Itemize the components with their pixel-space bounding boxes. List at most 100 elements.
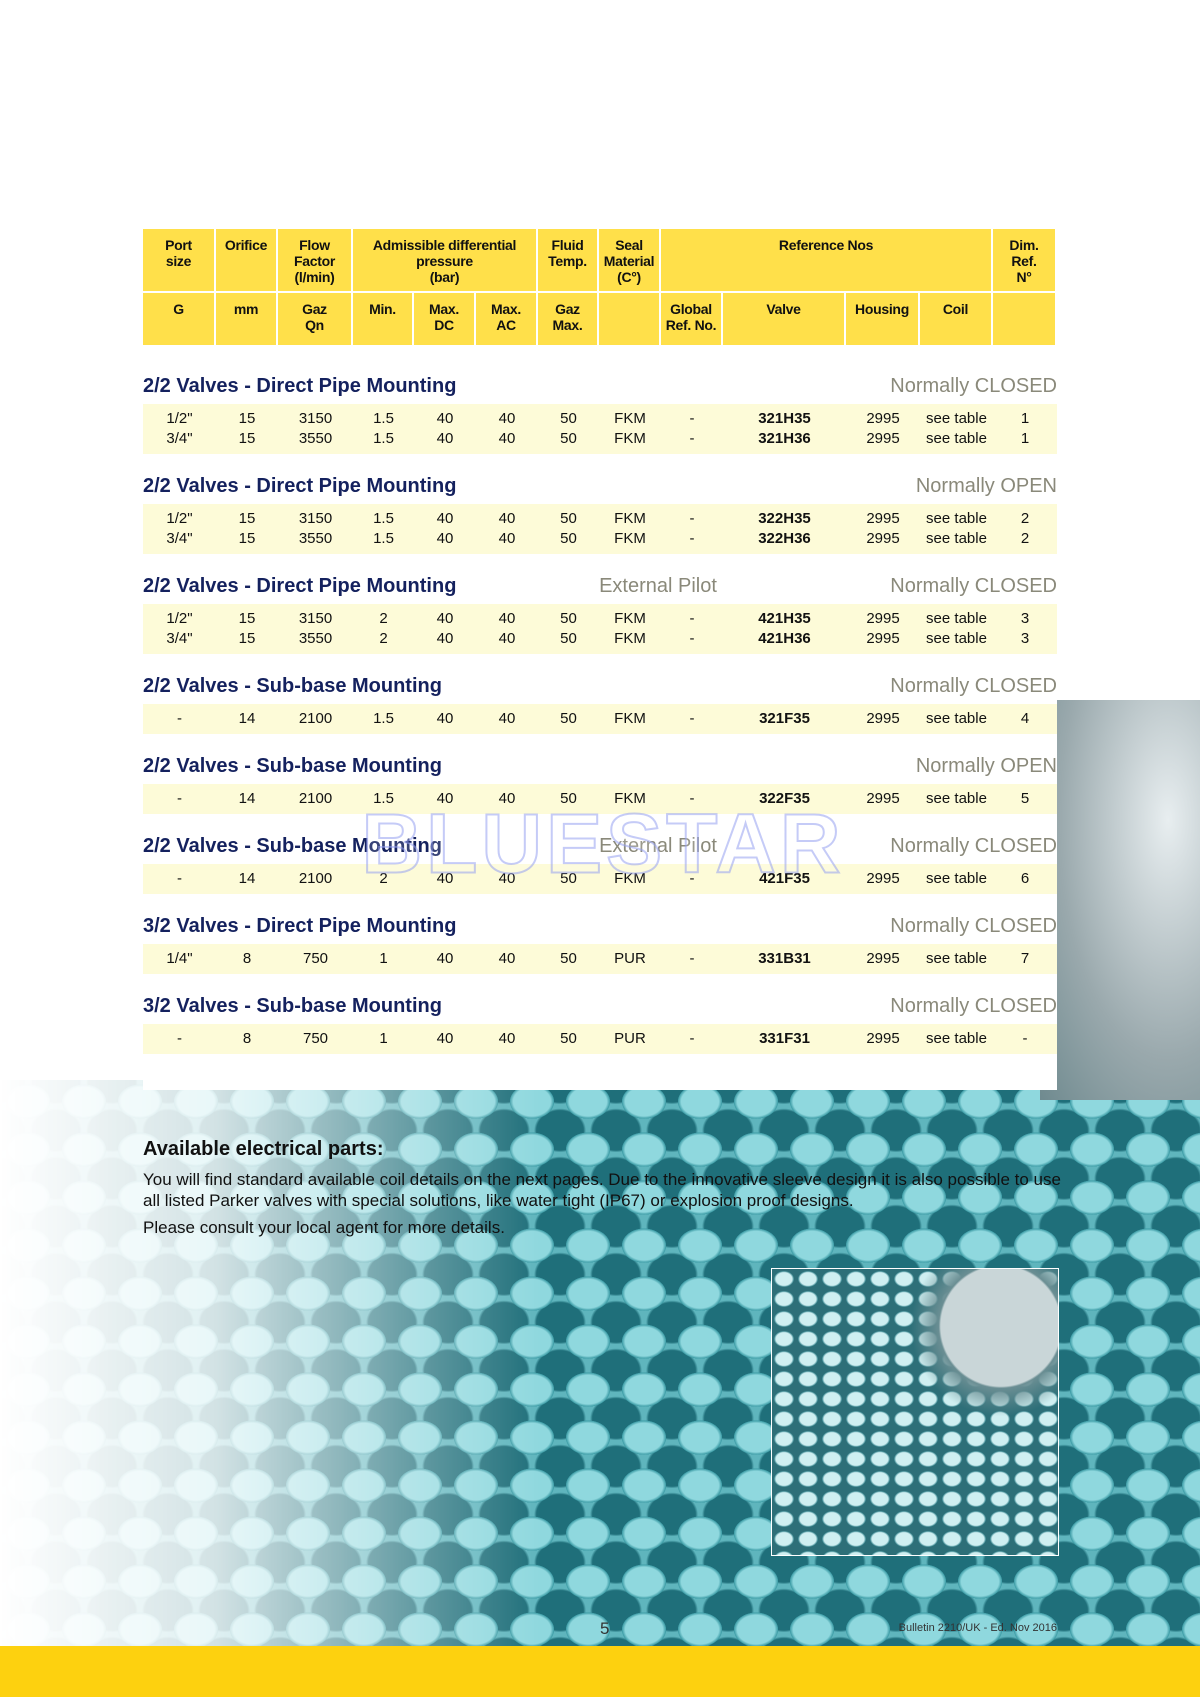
cell: 40 (498, 710, 516, 727)
cell: - (689, 530, 695, 547)
row-band: 1/4" 8 750 1 40 40 50 PUR - 331B31 2995 see table 7 (143, 944, 1057, 974)
cell: see table (926, 430, 987, 447)
cell: 1.5 (373, 530, 394, 547)
section-title-row: 3/2 Valves - Direct Pipe Mounting Normall… (143, 908, 1057, 944)
section-status: Normally CLOSED (890, 574, 1057, 597)
valve-table: Port size Orifice Flow Factor (l/min) Admis… (143, 229, 1057, 1068)
cell: 1/4" (166, 950, 193, 967)
cell: 2995 (866, 950, 900, 967)
cell: 15 (238, 530, 256, 547)
page-number: 5 (600, 1619, 610, 1638)
cell: 50 (560, 530, 577, 547)
header-cell: Admissible differential pressure (bar) (353, 229, 538, 293)
cell: 40 (498, 610, 516, 627)
cell: 3550 (298, 630, 333, 647)
cell: 321H36 (758, 430, 811, 447)
section-status: Normally CLOSED (890, 914, 1057, 937)
row-band: 1/2" 15 3150 1.5 40 40 50 FKM - 322H35 2995 see tab… (143, 504, 1057, 554)
info-note: Please consult your local agent for more… (143, 1218, 505, 1237)
cell: 3 (1020, 630, 1030, 647)
cell: 8 (242, 1030, 252, 1047)
cell: FKM (614, 790, 646, 807)
cell: 2995 (866, 630, 900, 647)
section-note: External Pilot (599, 575, 717, 597)
cell: 2995 (866, 410, 900, 427)
cell: 1 (1020, 430, 1030, 447)
cell: 331B31 (758, 950, 811, 967)
cell: 15 (238, 410, 256, 427)
cell: 40 (436, 510, 454, 527)
row-band: - 14 2100 2 40 40 50 FKM - 421F35 2995 see table 6 (143, 864, 1057, 894)
section-title-row: 2/2 Valves - Sub-base Mounting Normally C… (143, 668, 1057, 704)
cell: 40 (436, 530, 454, 547)
section-title-row: 2/2 Valves - Sub-base Mounting Normally O… (143, 748, 1057, 784)
cell: 40 (498, 870, 516, 887)
header-cell: Gaz Qn (278, 293, 353, 345)
cell: 40 (498, 510, 516, 527)
cell: 50 (560, 870, 577, 887)
cell: FKM (614, 410, 646, 427)
section: 2/2 Valves - Sub-base Mounting Normally C… (143, 828, 1057, 894)
header-cell: Seal Material (C°) (599, 229, 661, 293)
section-status: Normally CLOSED (890, 834, 1057, 857)
cell: 2 (379, 610, 388, 627)
info-paragraph: You will find standard available coil de… (143, 1170, 1061, 1210)
cell: - (689, 710, 695, 727)
header-cell: Housing (846, 293, 920, 345)
cell: 2995 (866, 430, 900, 447)
cell: 40 (498, 630, 516, 647)
section-status: Normally CLOSED (890, 674, 1057, 697)
cell: 6 (1020, 870, 1030, 887)
cell: 40 (436, 870, 454, 887)
section-title-row: 3/2 Valves - Sub-base Mounting Normally C… (143, 988, 1057, 1024)
cell: see table (926, 630, 987, 647)
cell: - (177, 870, 182, 887)
cell: - (689, 790, 695, 807)
cell: 2995 (866, 530, 900, 547)
cell: - (689, 630, 695, 647)
cell: FKM (614, 510, 646, 527)
cell: 1/2" (166, 610, 193, 627)
cell: - (1022, 1030, 1028, 1047)
data-row: 1/2" 15 3150 1.5 40 40 50 FKM - 322H35 2995 see tab… (143, 509, 1057, 529)
cell: - (689, 610, 695, 627)
cell: - (177, 1030, 182, 1047)
inset-photo (771, 1268, 1059, 1556)
cell: 50 (560, 410, 577, 427)
data-row: - 14 2100 1.5 40 40 50 FKM - 322F35 2995 see table 5 (143, 789, 1057, 809)
header-cell (599, 293, 661, 345)
cell: - (689, 950, 695, 967)
cell: 14 (238, 790, 256, 807)
cell: 1/2" (166, 410, 193, 427)
cell: - (177, 790, 182, 807)
cell: 321F35 (759, 710, 810, 727)
cell: 14 (238, 870, 256, 887)
data-row: - 14 2100 2 40 40 50 FKM - 421F35 2995 see table 6 (143, 869, 1057, 889)
cell: 50 (560, 1030, 577, 1047)
row-band: 1/2" 15 3150 1.5 40 40 50 FKM - 321H35 2995 see tab… (143, 404, 1057, 454)
machine-photo (1040, 700, 1200, 1100)
cell: see table (926, 790, 987, 807)
section-title: 2/2 Valves - Direct Pipe Mounting (143, 474, 457, 497)
section-title-row: 2/2 Valves - Direct Pipe Mounting Normall… (143, 568, 1057, 604)
header-cell: Dim. Ref. N° (993, 229, 1057, 293)
header-cell: Reference Nos (661, 229, 993, 293)
header-cell: Coil (920, 293, 993, 345)
row-band: 1/2" 15 3150 2 40 40 50 FKM - 421H35 2995 see table… (143, 604, 1057, 654)
section: 2/2 Valves - Sub-base Mounting Normally C… (143, 668, 1057, 734)
cell: 5 (1020, 790, 1030, 807)
cell: 40 (436, 790, 454, 807)
cell: 421H35 (758, 610, 811, 627)
header-cell: Max. DC (414, 293, 476, 345)
header-cell: Min. (353, 293, 414, 345)
cell: PUR (614, 1030, 646, 1047)
cell: 3/4" (166, 430, 193, 447)
cell: - (689, 870, 695, 887)
row-band: - 8 750 1 40 40 50 PUR - 331F31 2995 see table - (143, 1024, 1057, 1054)
footer-band (0, 1646, 1200, 1697)
cell: 50 (560, 630, 577, 647)
cell: 50 (560, 950, 577, 967)
cell: 2 (379, 630, 388, 647)
section-status: Normally CLOSED (890, 374, 1057, 397)
